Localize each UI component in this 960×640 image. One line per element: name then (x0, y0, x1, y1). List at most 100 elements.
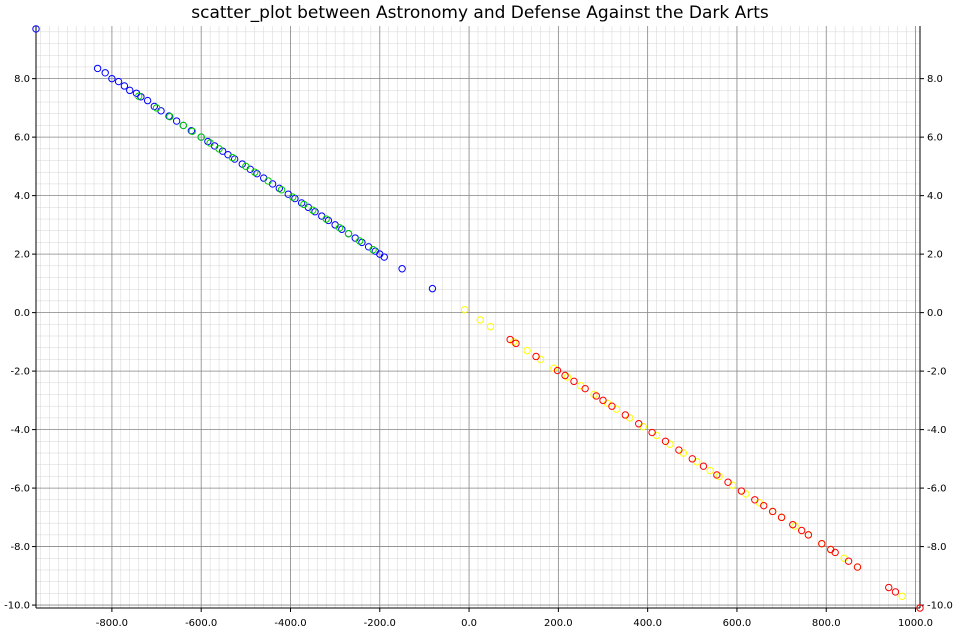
data-point-green (344, 229, 353, 238)
data-point-red (916, 604, 924, 612)
data-point-red (661, 437, 670, 445)
data-point-red (506, 335, 514, 344)
data-point-red (561, 371, 569, 380)
data-point-yellow (791, 522, 799, 530)
y-tick-label-right: -2.0 (927, 367, 947, 378)
data-point-yellow (523, 346, 531, 355)
data-point-red (760, 501, 768, 510)
data-point-green (206, 139, 214, 147)
data-point-blue (297, 199, 306, 207)
y-tick-label-right: 0.0 (927, 308, 943, 319)
data-point-red (831, 548, 839, 557)
y-tick-label-right: -10.0 (927, 601, 953, 612)
data-point-green (166, 112, 174, 121)
data-point-red (599, 396, 607, 405)
data-point-red (853, 563, 862, 571)
data-point-yellow (460, 305, 469, 314)
x-tick-label: -800.0 (96, 618, 128, 629)
data-point-red (777, 513, 786, 522)
y-tick-label-right: -4.0 (927, 425, 947, 436)
data-point-blue (291, 194, 299, 203)
data-point-red (592, 392, 601, 400)
y-tick-label-left: -2.0 (10, 367, 30, 378)
data-point-green (242, 162, 250, 171)
data-point-green (228, 153, 237, 162)
data-point-blue (120, 82, 129, 90)
data-points (32, 25, 924, 612)
data-point-yellow (590, 390, 598, 399)
data-point-blue (358, 238, 366, 247)
y-tick-label-left: -8.0 (10, 542, 30, 553)
data-point-yellow (715, 472, 723, 481)
data-point-red (737, 487, 746, 495)
data-point-blue (230, 155, 239, 163)
data-point-blue (380, 253, 388, 261)
data-point-red (818, 539, 826, 548)
x-tick-label: 800.0 (812, 618, 841, 629)
data-point-blue (126, 86, 134, 95)
data-point-yellow (476, 316, 484, 324)
y-tick-label-left: -6.0 (10, 484, 30, 495)
data-point-green (277, 186, 286, 194)
data-point-green (134, 92, 143, 100)
y-tick-label-right: 8.0 (927, 74, 943, 85)
x-tick-label: 1000.0 (898, 618, 933, 629)
y-tick-label-left: 8.0 (14, 74, 30, 85)
x-tick-label: -200.0 (364, 618, 396, 629)
y-tick-label-right: 6.0 (927, 133, 943, 144)
y-tick-label-left: 6.0 (14, 133, 30, 144)
data-point-red (804, 531, 813, 539)
chart-title: scatter_plot between Astronomy and Defen… (191, 3, 769, 23)
data-point-blue (143, 96, 152, 105)
data-point-red (751, 496, 759, 504)
data-point-red (532, 352, 540, 361)
y-tick-label-right: 2.0 (927, 250, 943, 261)
x-tick-label: 200.0 (544, 618, 573, 629)
x-tick-label: -600.0 (185, 618, 217, 629)
data-point-green (251, 168, 259, 176)
data-point-blue (253, 169, 261, 178)
data-point-red (581, 384, 589, 393)
data-point-blue (338, 225, 346, 233)
data-point-green (197, 133, 205, 141)
y-tick-label-left: 4.0 (14, 191, 30, 202)
grid (36, 26, 920, 608)
data-point-yellow (486, 322, 495, 331)
y-tick-label-right: -6.0 (927, 484, 947, 495)
data-point-blue (32, 25, 40, 33)
data-point-blue (398, 265, 406, 273)
data-point-red (789, 520, 797, 529)
data-point-green (322, 215, 330, 223)
data-point-red (621, 411, 630, 419)
x-tick-label: -400.0 (274, 618, 306, 629)
y-tick-label-left: -4.0 (10, 425, 30, 436)
data-point-red (570, 377, 578, 386)
data-point-green (179, 121, 188, 130)
y-tick-label-right: -8.0 (927, 542, 947, 553)
x-tick-label: 400.0 (633, 618, 662, 629)
data-point-green (215, 145, 223, 153)
data-point-red (891, 588, 900, 596)
data-point-blue (150, 102, 159, 111)
data-point-red (699, 462, 708, 470)
data-point-red (713, 471, 721, 479)
data-point-blue (172, 117, 181, 125)
data-point-blue (324, 216, 333, 225)
y-tick-label-left: 0.0 (14, 308, 30, 319)
data-point-green (309, 206, 317, 214)
data-point-green (289, 193, 297, 201)
data-point-blue (428, 284, 437, 293)
data-point-red (885, 583, 893, 592)
y-tick-label-right: 4.0 (927, 191, 943, 202)
data-point-blue (114, 77, 123, 86)
data-point-yellow (898, 592, 906, 601)
data-point-red (675, 446, 683, 454)
data-point-red (635, 420, 643, 428)
data-point-green (264, 177, 272, 185)
data-point-blue (204, 137, 212, 146)
data-point-red (608, 402, 616, 410)
data-point-green (335, 224, 344, 232)
data-point-green (300, 200, 308, 209)
